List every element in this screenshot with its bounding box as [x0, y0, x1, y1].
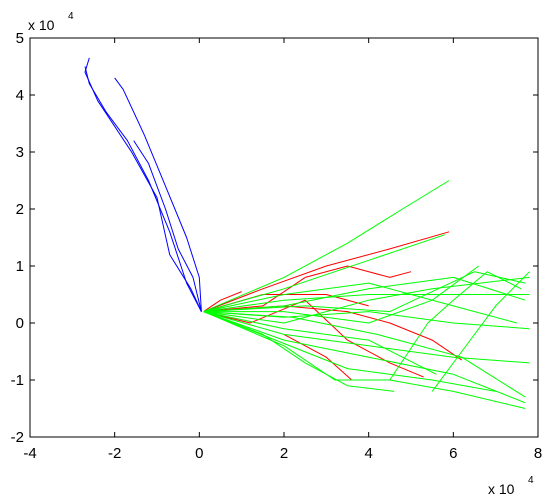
series-line-green-24: [203, 311, 526, 398]
series-line-green-19: [203, 265, 479, 324]
series-line-green-27: [389, 271, 522, 381]
series-line-red-9: [203, 299, 424, 378]
series-line-green-18: [203, 276, 530, 324]
y-tick-label: 1: [16, 258, 24, 275]
series-line-green-15: [203, 311, 526, 404]
series-line-blue-3: [84, 66, 202, 312]
y-tick-label: -2: [11, 429, 24, 446]
y-multiplier-base: x 10: [28, 17, 55, 33]
x-multiplier-exp: 4: [528, 475, 534, 486]
y-tick-label: 0: [16, 315, 24, 332]
x-tick-label: 4: [364, 445, 372, 462]
y-tick-label: 5: [16, 30, 24, 47]
series-line-green-20: [203, 282, 517, 324]
x-multiplier-base: x 10: [488, 481, 515, 497]
series-line-red-5: [203, 265, 412, 313]
series-line-green-12: [203, 234, 446, 313]
series-line-green-26: [203, 311, 496, 392]
series-line-red-4: [203, 291, 242, 313]
series-line-green-21: [203, 311, 437, 375]
y-tick-label: -1: [11, 372, 24, 389]
series-line-green-11: [203, 180, 450, 313]
y-multiplier-exp: 4: [68, 11, 74, 22]
x-tick-label: -2: [108, 445, 121, 462]
series-line-green-16: [203, 311, 526, 409]
plot-lines: [84, 57, 530, 409]
series-line-green-23: [203, 271, 526, 313]
x-tick-label: 0: [195, 445, 203, 462]
series-line-green-13: [203, 294, 530, 313]
x-tick-label: 2: [280, 445, 288, 462]
series-line-blue-1: [133, 140, 202, 312]
series-line-blue-0: [114, 77, 202, 312]
y-tick-label: 4: [16, 87, 24, 104]
series-line-red-8: [203, 231, 450, 313]
y-tick-label: 2: [16, 201, 24, 218]
y-tick-label: 3: [16, 144, 24, 161]
series-line-green-28: [431, 271, 530, 392]
x-multiplier: x 10 4: [488, 475, 534, 497]
series-line-green-25: [203, 276, 526, 313]
series-line-red-10: [283, 333, 353, 381]
x-tick-label: -4: [23, 445, 36, 462]
y-multiplier: x 10 4: [28, 11, 74, 33]
x-tick-label: 8: [534, 445, 542, 462]
series-line-green-17: [203, 311, 530, 364]
x-tick-label: 6: [449, 445, 457, 462]
